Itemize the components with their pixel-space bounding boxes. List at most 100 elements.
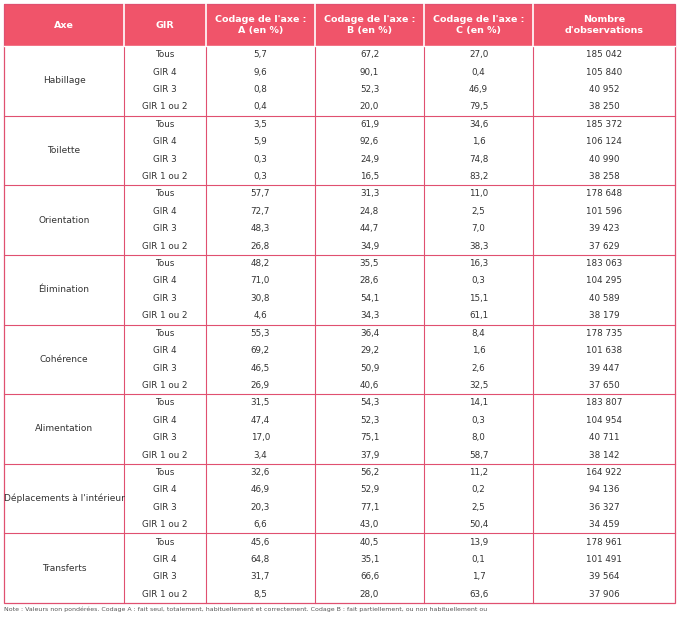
Text: 32,6: 32,6 (251, 468, 270, 477)
Text: Note : Valeurs non pondérées. Codage A : fait seul, totalement, habituellement e: Note : Valeurs non pondérées. Codage A :… (4, 607, 488, 612)
Text: 74,8: 74,8 (469, 154, 488, 164)
Text: 31,3: 31,3 (360, 189, 379, 199)
Text: 40 990: 40 990 (589, 154, 619, 164)
Text: 71,0: 71,0 (251, 276, 270, 286)
Text: 46,9: 46,9 (251, 486, 270, 494)
Text: Tous: Tous (155, 120, 175, 129)
Text: 3,5: 3,5 (253, 120, 268, 129)
Text: 94 136: 94 136 (589, 486, 619, 494)
Text: 39 423: 39 423 (589, 224, 619, 233)
Text: 104 295: 104 295 (586, 276, 622, 286)
Text: 178 735: 178 735 (586, 329, 622, 338)
Text: 9,6: 9,6 (253, 68, 268, 77)
Text: 40 952: 40 952 (589, 85, 619, 94)
Text: 55,3: 55,3 (251, 329, 270, 338)
Text: 24,9: 24,9 (360, 154, 379, 164)
Text: 38 142: 38 142 (589, 451, 619, 459)
Text: 15,1: 15,1 (469, 294, 488, 303)
Text: 28,6: 28,6 (360, 276, 379, 286)
Text: Tous: Tous (155, 538, 175, 547)
Text: GIR 3: GIR 3 (153, 503, 177, 512)
Text: 36,4: 36,4 (360, 329, 379, 338)
Text: Cohérence: Cohérence (39, 355, 88, 364)
Text: 61,1: 61,1 (469, 311, 488, 320)
Text: Élimination: Élimination (39, 285, 90, 294)
Text: 90,1: 90,1 (360, 68, 379, 77)
Text: 37 906: 37 906 (589, 590, 619, 599)
Text: 17,0: 17,0 (251, 433, 270, 442)
Text: 69,2: 69,2 (251, 346, 270, 355)
Text: 38 179: 38 179 (589, 311, 619, 320)
Text: 0,3: 0,3 (253, 172, 268, 181)
Text: GIR 3: GIR 3 (153, 224, 177, 233)
Text: GIR 4: GIR 4 (153, 207, 177, 216)
Text: Habillage: Habillage (43, 76, 86, 85)
Text: 0,1: 0,1 (472, 555, 485, 564)
Text: Tous: Tous (155, 189, 175, 199)
Text: GIR 3: GIR 3 (153, 572, 177, 581)
Text: Alimentation: Alimentation (35, 424, 93, 434)
Text: 50,9: 50,9 (360, 364, 379, 372)
Bar (206, 4, 315, 46)
Text: 24,8: 24,8 (360, 207, 379, 216)
Text: GIR 1 ou 2: GIR 1 ou 2 (142, 381, 187, 390)
Text: 52,9: 52,9 (360, 486, 379, 494)
Text: 46,5: 46,5 (251, 364, 270, 372)
Text: 16,5: 16,5 (360, 172, 379, 181)
Text: 48,2: 48,2 (251, 259, 270, 268)
Text: 36 327: 36 327 (589, 503, 619, 512)
Text: 52,3: 52,3 (360, 416, 379, 425)
Text: Orientation: Orientation (38, 216, 90, 224)
Text: 1,7: 1,7 (472, 572, 485, 581)
Text: 3,4: 3,4 (253, 451, 268, 459)
Text: 34,6: 34,6 (469, 120, 488, 129)
Text: GIR 3: GIR 3 (153, 364, 177, 372)
Text: Toilette: Toilette (48, 146, 81, 155)
Text: 45,6: 45,6 (251, 538, 270, 547)
Text: 40,6: 40,6 (360, 381, 379, 390)
Text: 185 042: 185 042 (586, 50, 622, 59)
Text: 64,8: 64,8 (251, 555, 270, 564)
Bar (4, 46, 675, 116)
Text: Codage de l'axe :
B (en %): Codage de l'axe : B (en %) (324, 15, 415, 35)
Text: 58,7: 58,7 (469, 451, 488, 459)
Bar (4, 533, 675, 603)
Text: 57,7: 57,7 (251, 189, 270, 199)
Text: GIR 1 ou 2: GIR 1 ou 2 (142, 451, 187, 459)
Text: 35,1: 35,1 (360, 555, 379, 564)
Bar (4, 116, 675, 185)
Text: Tous: Tous (155, 468, 175, 477)
Text: 0,4: 0,4 (472, 68, 485, 77)
Text: 44,7: 44,7 (360, 224, 379, 233)
Text: Nombre
d'observations: Nombre d'observations (564, 15, 644, 35)
Text: GIR 4: GIR 4 (153, 555, 177, 564)
Text: 38 250: 38 250 (589, 102, 619, 111)
Text: 2,5: 2,5 (472, 207, 485, 216)
Bar (4, 394, 675, 464)
Text: 48,3: 48,3 (251, 224, 270, 233)
Text: 6,6: 6,6 (253, 520, 268, 529)
Text: 30,8: 30,8 (251, 294, 270, 303)
Text: 16,3: 16,3 (469, 259, 488, 268)
Text: 56,2: 56,2 (360, 468, 379, 477)
Text: 77,1: 77,1 (360, 503, 379, 512)
Text: 1,6: 1,6 (472, 138, 485, 146)
Text: 5,7: 5,7 (253, 50, 268, 59)
Text: 101 491: 101 491 (586, 555, 622, 564)
Text: 14,1: 14,1 (469, 398, 488, 408)
Text: GIR 1 ou 2: GIR 1 ou 2 (142, 102, 187, 111)
Text: 92,6: 92,6 (360, 138, 379, 146)
Text: 35,5: 35,5 (360, 259, 380, 268)
Text: Codage de l'axe :
A (en %): Codage de l'axe : A (en %) (215, 15, 306, 35)
Text: GIR 1 ou 2: GIR 1 ou 2 (142, 172, 187, 181)
Text: 34,3: 34,3 (360, 311, 379, 320)
Text: GIR 4: GIR 4 (153, 346, 177, 355)
Bar (4, 4, 124, 46)
Text: 1,6: 1,6 (472, 346, 485, 355)
Text: 8,4: 8,4 (472, 329, 485, 338)
Text: 66,6: 66,6 (360, 572, 379, 581)
Text: 29,2: 29,2 (360, 346, 379, 355)
Text: GIR 3: GIR 3 (153, 154, 177, 164)
Text: 13,9: 13,9 (469, 538, 488, 547)
Text: 28,0: 28,0 (360, 590, 379, 599)
